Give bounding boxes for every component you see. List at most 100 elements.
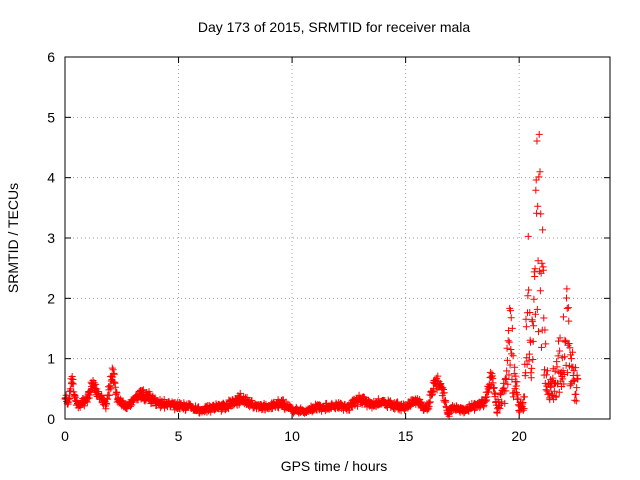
- data-point: [544, 367, 552, 375]
- data-point: [535, 173, 543, 181]
- data-point: [565, 317, 573, 325]
- data-point: [69, 380, 77, 388]
- data-point: [429, 387, 437, 395]
- data-point: [507, 314, 515, 322]
- data-point: [110, 370, 118, 378]
- data-point: [525, 286, 533, 294]
- data-point: [574, 375, 582, 383]
- data-point: [511, 363, 519, 371]
- x-tick-label: 0: [61, 428, 69, 444]
- data-point: [542, 371, 550, 379]
- data-point: [90, 379, 98, 387]
- data-point: [502, 374, 510, 382]
- data-point: [526, 309, 534, 317]
- y-tick-label: 1: [47, 351, 55, 367]
- data-point: [542, 340, 550, 348]
- data-point: [537, 343, 545, 351]
- data-point: [494, 396, 502, 404]
- data-point: [573, 384, 581, 392]
- data-point: [537, 210, 545, 218]
- data-point: [528, 364, 536, 372]
- x-tick-label: 15: [398, 428, 414, 444]
- data-point: [505, 371, 513, 379]
- data-point: [496, 404, 504, 412]
- data-point: [106, 382, 114, 390]
- data-point: [572, 397, 580, 405]
- data-point: [107, 385, 115, 393]
- data-point: [562, 294, 570, 302]
- data-point: [498, 398, 506, 406]
- y-tick-label: 5: [47, 109, 55, 125]
- data-point: [565, 339, 573, 347]
- data-point: [550, 387, 558, 395]
- data-point: [555, 388, 563, 396]
- data-point: [109, 366, 117, 374]
- x-tick-label: 5: [175, 428, 183, 444]
- data-point: [538, 259, 546, 267]
- data-point: [433, 386, 441, 394]
- data-point: [551, 367, 559, 375]
- data-point: [508, 350, 516, 358]
- data-point: [425, 399, 433, 407]
- data-point: [530, 322, 538, 330]
- data-point: [541, 326, 549, 334]
- data-point: [524, 232, 532, 240]
- data-point: [505, 338, 513, 346]
- data-point: [564, 369, 572, 377]
- data-point: [570, 367, 578, 375]
- data-point: [217, 407, 225, 415]
- data-point: [504, 337, 512, 345]
- data-point: [439, 385, 447, 393]
- data-point: [68, 373, 76, 381]
- data-point: [571, 396, 579, 404]
- data-point: [531, 273, 539, 281]
- data-point: [559, 313, 567, 321]
- data-point: [434, 372, 442, 380]
- data-point: [525, 350, 533, 358]
- data-point: [509, 352, 517, 360]
- data-point: [553, 363, 561, 371]
- data-point: [530, 295, 538, 303]
- data-point: [529, 355, 537, 363]
- data-point: [482, 397, 490, 405]
- data-point: [560, 380, 568, 388]
- data-point: [561, 353, 569, 361]
- data-point: [539, 266, 547, 274]
- data-point: [504, 380, 512, 388]
- data-point: [540, 314, 548, 322]
- data-point: [542, 386, 550, 394]
- data-point: [566, 382, 574, 390]
- data-point: [87, 386, 95, 394]
- data-point: [513, 378, 521, 386]
- data-point: [534, 257, 542, 265]
- data-point: [556, 334, 564, 342]
- data-point: [531, 265, 539, 273]
- data-point: [563, 285, 571, 293]
- x-tick-label: 10: [284, 428, 300, 444]
- data-point: [547, 383, 555, 391]
- data-point: [507, 345, 515, 353]
- y-tick-label: 3: [47, 230, 55, 246]
- data-point: [523, 360, 531, 368]
- data-point: [508, 324, 516, 332]
- y-axis-label: SRMTID / TECUs: [5, 183, 21, 293]
- axis-ticks: 0 1 2 3 4 5 6 0 5 10 15 20: [47, 49, 610, 444]
- data-point: [559, 375, 567, 383]
- plot-frame: [64, 56, 611, 420]
- data-point: [503, 367, 511, 375]
- data-point: [539, 226, 547, 234]
- x-tick-label: 20: [511, 428, 527, 444]
- data-points: [61, 130, 582, 420]
- data-point: [556, 347, 564, 355]
- data-point: [503, 356, 511, 364]
- data-point: [438, 385, 446, 393]
- chart-title: Day 173 of 2015, SRMTID for receiver mal…: [198, 19, 471, 35]
- data-point: [572, 364, 580, 372]
- data-point: [525, 357, 533, 365]
- data-point: [108, 364, 116, 372]
- data-point: [505, 327, 513, 335]
- y-tick-label: 4: [47, 170, 55, 186]
- data-point: [549, 374, 557, 382]
- data-point: [520, 393, 528, 401]
- data-point: [562, 361, 570, 369]
